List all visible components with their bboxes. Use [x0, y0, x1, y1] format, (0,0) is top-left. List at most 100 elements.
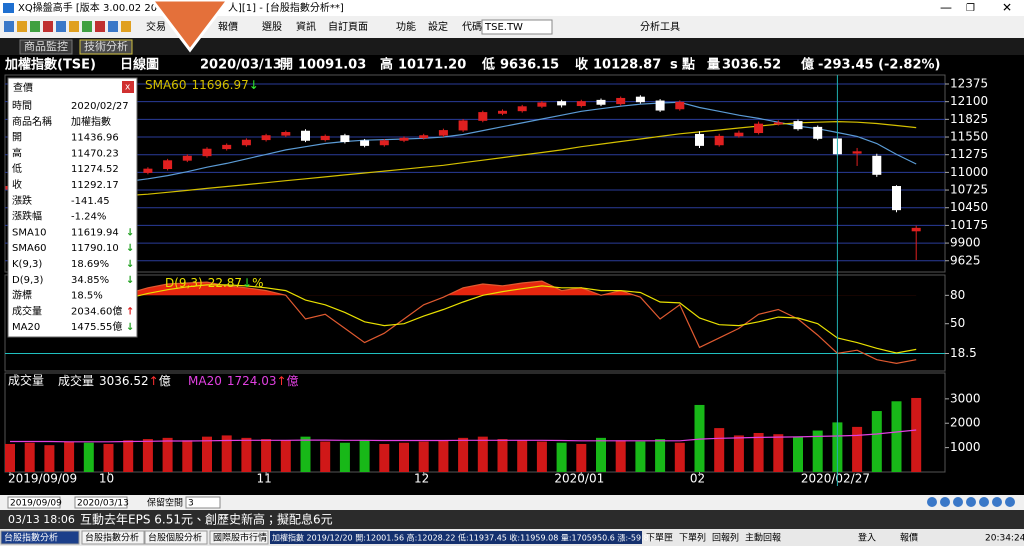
volume-bar — [694, 404, 705, 472]
volume-bar — [202, 436, 212, 472]
task-tab[interactable] — [0, 530, 80, 545]
tool-icon[interactable] — [30, 21, 40, 32]
task-tab-label[interactable]: 國際股市行情 — [213, 532, 267, 544]
menu-item[interactable]: 代碼 — [462, 21, 482, 33]
panel-frame — [4, 372, 946, 473]
task-tab-label[interactable]: 台股個股分析 — [148, 532, 202, 544]
tool-icon[interactable] — [56, 21, 66, 32]
volume-bar — [852, 426, 863, 472]
tool-icon[interactable] — [17, 21, 27, 32]
popup-value: 34.85% — [71, 275, 109, 286]
menu-item[interactable]: 設定 — [428, 20, 448, 33]
zoom-button[interactable] — [992, 497, 1002, 507]
zoom-button[interactable] — [966, 497, 976, 507]
popup-arrow: ↓ — [126, 275, 134, 286]
tool-icon[interactable] — [82, 21, 92, 32]
popup-close[interactable]: x — [125, 83, 131, 93]
volume-bar — [497, 439, 508, 472]
legend-part: 成交量 — [58, 373, 94, 388]
close-window[interactable]: ✕ — [1002, 1, 1012, 15]
menu-item[interactable]: 功能 — [396, 20, 416, 33]
login[interactable]: 登入 — [858, 533, 876, 544]
task-tab-label[interactable]: 台股指數分析 — [4, 532, 58, 544]
volume-bar — [64, 441, 75, 472]
tool-icon[interactable] — [121, 21, 131, 32]
zoom-button[interactable] — [953, 497, 963, 507]
tool-icon[interactable] — [95, 21, 105, 32]
popup-value: 18.5% — [71, 291, 103, 302]
popup-label: 漲跌 — [12, 194, 32, 207]
task-tab-label[interactable]: 台股指數分析 — [85, 532, 139, 544]
candle-body — [163, 160, 173, 170]
popup-label: 低 — [12, 162, 22, 175]
candle-body — [557, 101, 567, 106]
tab[interactable] — [19, 39, 73, 55]
volume-bar — [241, 437, 252, 472]
date-value[interactable]: 2019/09/09 — [10, 499, 62, 509]
tab-label[interactable]: 商品監控 — [24, 39, 68, 53]
zoom-button[interactable] — [1005, 497, 1015, 507]
y-tick-label: 12100 — [950, 94, 988, 108]
candle-body — [911, 227, 921, 232]
tool-icon[interactable] — [108, 21, 118, 32]
x-tick-label: 11 — [256, 472, 271, 486]
tool-icon[interactable] — [43, 21, 53, 32]
window-title: XQ操盤高手 [版本 3.00.02 200 — [18, 1, 163, 14]
date-input[interactable] — [7, 496, 61, 509]
symbol-box[interactable] — [481, 19, 553, 35]
legend-part: 1724.03 — [227, 374, 277, 388]
tab[interactable] — [79, 39, 133, 55]
quote[interactable]: 報價 — [900, 533, 918, 544]
task-button[interactable]: 下單列 — [679, 533, 706, 544]
tool-icon[interactable] — [4, 21, 14, 32]
popup-value: 2020/02/27 — [71, 101, 129, 112]
menu-item[interactable]: 交易 — [146, 20, 166, 33]
legend-part: 億 — [159, 374, 171, 388]
maximize[interactable]: ❐ — [966, 3, 975, 14]
header-bar — [0, 55, 1024, 75]
ma-line — [9, 120, 917, 204]
header-field: 10091.03 — [298, 58, 366, 73]
candle-body — [892, 186, 901, 211]
minimize[interactable]: — — [940, 1, 952, 15]
symbol-input[interactable]: TSE.TW — [484, 22, 523, 33]
task-tab[interactable] — [144, 530, 208, 545]
popup-close-btn[interactable] — [122, 81, 134, 93]
date-input[interactable] — [74, 496, 128, 509]
tab-label[interactable]: 技術分析 — [84, 39, 128, 53]
controls-bar — [0, 495, 1024, 510]
zoom-button[interactable] — [979, 497, 989, 507]
x-tick-label: 2019/09/09 — [8, 472, 77, 486]
menu-item[interactable]: 報價 — [218, 20, 238, 33]
volume-bar — [477, 436, 488, 472]
volume-bar — [44, 445, 55, 472]
task-button[interactable]: 下單匣 — [646, 533, 673, 544]
popup-label: SMA60 — [12, 243, 47, 254]
menu-item[interactable]: 自訂頁面 — [328, 20, 368, 33]
task-button[interactable]: 主動回報 — [745, 532, 781, 544]
reserve-value[interactable]: 3 — [188, 499, 194, 509]
reserve-input[interactable] — [185, 496, 221, 509]
candle-body — [675, 101, 685, 110]
menu-item[interactable]: 資訊 — [296, 20, 316, 33]
menu-item[interactable]: 選股 — [262, 20, 282, 33]
tool-icon[interactable] — [69, 21, 79, 32]
popup-title: 查價 — [13, 81, 33, 94]
volume-bar — [320, 441, 331, 472]
task-tab[interactable] — [209, 530, 269, 545]
popup — [7, 77, 138, 338]
popup-value: 11790.10 — [71, 243, 119, 254]
app-icon — [3, 3, 14, 13]
zoom-button[interactable] — [940, 497, 950, 507]
volume-bar — [221, 435, 232, 472]
y-tick-label: 50 — [950, 316, 965, 330]
task-button[interactable]: 回報列 — [712, 533, 739, 544]
task-tab[interactable] — [81, 530, 145, 545]
zoom-button[interactable] — [927, 497, 937, 507]
volume-bar — [793, 436, 803, 472]
x-tick-label: 12 — [414, 472, 429, 486]
date-value[interactable]: 2020/03/13 — [77, 499, 129, 509]
candle-body — [734, 132, 744, 137]
volume-bar — [615, 440, 626, 472]
tools-menu[interactable]: 分析工具 — [640, 20, 680, 33]
